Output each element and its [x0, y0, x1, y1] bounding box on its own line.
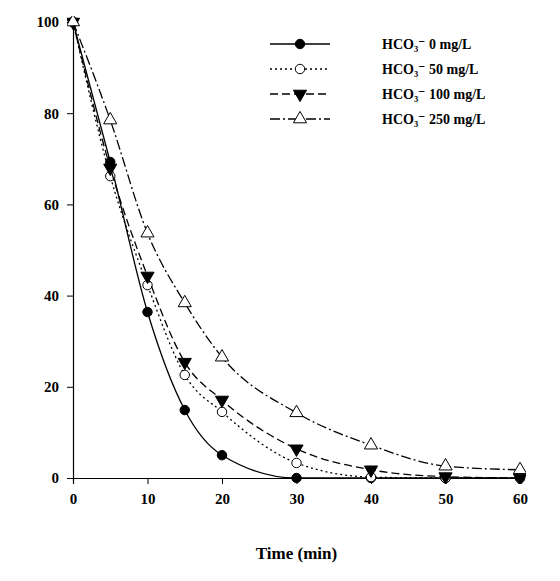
- series-point: [513, 462, 526, 473]
- legend-marker: [295, 64, 304, 73]
- series-point: [364, 438, 377, 449]
- x-tick: 20: [215, 478, 230, 507]
- series-point: [217, 450, 226, 459]
- series-point: [290, 405, 303, 416]
- legend-entry: HCO₃⁻ 0 mg/L: [270, 37, 471, 52]
- series-point: [215, 350, 228, 361]
- x-tick-label: 30: [290, 491, 305, 507]
- y-tick: 100: [37, 14, 74, 30]
- x-tick: 10: [141, 478, 156, 507]
- x-tick: 0: [70, 478, 78, 507]
- y-tick-mark: [67, 204, 73, 205]
- x-tick-label: 20: [215, 491, 230, 507]
- series-point: [215, 396, 228, 407]
- legend-marker: [293, 111, 306, 122]
- x-axis-title: Time (min): [256, 544, 337, 563]
- series-line: [73, 22, 520, 478]
- y-tick-label: 100: [37, 14, 60, 30]
- series-line: [73, 22, 520, 478]
- series-point: [439, 459, 452, 470]
- x-tick-label: 50: [439, 491, 454, 507]
- y-tick: 40: [44, 288, 73, 304]
- legend-marker: [293, 90, 306, 101]
- y-tick-mark: [67, 478, 73, 479]
- x-tick-label: 0: [70, 491, 78, 507]
- series-point: [180, 370, 189, 379]
- y-tick-mark: [67, 113, 73, 114]
- series-point: [104, 112, 117, 123]
- y-tick-mark: [67, 296, 73, 297]
- legend-label: HCO₃⁻ 0 mg/L: [382, 37, 471, 52]
- y-tick: 60: [44, 197, 73, 213]
- series-point: [513, 474, 526, 484]
- y-tick-label: 80: [44, 106, 59, 122]
- series-line: [73, 22, 520, 478]
- series-point: [67, 16, 80, 26]
- series-point: [104, 164, 117, 175]
- x-tick-mark: [148, 478, 149, 484]
- y-tick-label: 20: [44, 379, 59, 395]
- legend-label: HCO₃⁻ 100 mg/L: [382, 87, 485, 102]
- series-point: [180, 405, 189, 414]
- x-tick-label: 40: [364, 491, 379, 507]
- y-axis-line: [67, 23, 74, 479]
- plot-area: [67, 16, 526, 484]
- legend-marker: [295, 39, 304, 48]
- legend-entry: HCO₃⁻ 250 mg/L: [270, 111, 485, 127]
- y-tick-label: 60: [44, 197, 59, 213]
- x-tick-mark: [222, 478, 223, 484]
- series-point: [290, 445, 303, 456]
- y-tick: 20: [44, 379, 73, 395]
- legend-entry: HCO₃⁻ 50 mg/L: [270, 62, 478, 77]
- x-tick-label: 10: [141, 491, 156, 507]
- legend: HCO₃⁻ 0 mg/L HCO₃⁻ 50 mg/L HCO₃⁻ 100 mg/L H…: [270, 37, 485, 127]
- y-tick: 0: [52, 470, 74, 486]
- series-line: [73, 22, 520, 470]
- x-tick-label: 60: [513, 491, 528, 507]
- legend-entry: HCO₃⁻ 100 mg/L: [270, 87, 485, 102]
- legend-label: HCO₃⁻ 50 mg/L: [382, 62, 478, 77]
- series-point: [364, 466, 377, 477]
- series-point: [439, 473, 452, 484]
- y-tick: 80: [44, 106, 73, 122]
- y-tick-label: 0: [52, 470, 60, 486]
- y-tick-label: 40: [44, 288, 59, 304]
- series-point: [141, 226, 154, 237]
- series-point: [178, 358, 191, 369]
- series-point: [178, 295, 191, 306]
- chart: 0 10 20 30 40 50 60 0 20 40 60 80 100 Time (min) HCO₃⁻…: [0, 0, 560, 581]
- series-point: [292, 458, 301, 467]
- y-tick-mark: [67, 387, 73, 388]
- y-axis: 0 20 40 60 80 100: [37, 14, 74, 486]
- series-point: [141, 272, 154, 283]
- series-point: [143, 307, 152, 316]
- series-point: [292, 473, 301, 482]
- legend-label: HCO₃⁻ 250 mg/L: [382, 112, 485, 127]
